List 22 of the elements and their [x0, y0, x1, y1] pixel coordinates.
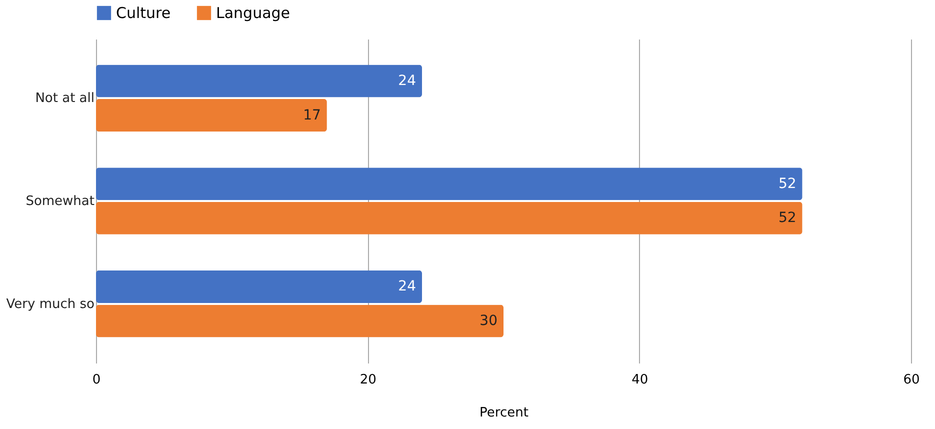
bar	[96, 168, 802, 200]
y-tick-label: Very much so	[6, 296, 95, 312]
bar	[96, 304, 504, 338]
data-label: 24	[398, 278, 416, 295]
bar	[96, 64, 422, 98]
legend-label: Language	[216, 4, 290, 22]
y-tick-label: Not at all	[35, 91, 94, 106]
x-tick-label: 20	[360, 372, 376, 388]
x-tick-label: 40	[632, 372, 648, 388]
data-label: 52	[778, 176, 796, 192]
x-tick-label: 0	[92, 372, 101, 388]
bar	[96, 202, 802, 234]
x-axis-title: Percent	[480, 406, 528, 420]
x-tick-label: 60	[903, 372, 920, 388]
data-label: 52	[778, 210, 796, 226]
y-tick-label: Somewhat	[26, 194, 94, 209]
bar	[96, 270, 422, 303]
data-label: 30	[480, 313, 498, 329]
bar	[96, 99, 327, 132]
data-label: 17	[303, 107, 321, 124]
data-label: 24	[398, 73, 416, 89]
legend-label: Culture	[116, 4, 171, 22]
